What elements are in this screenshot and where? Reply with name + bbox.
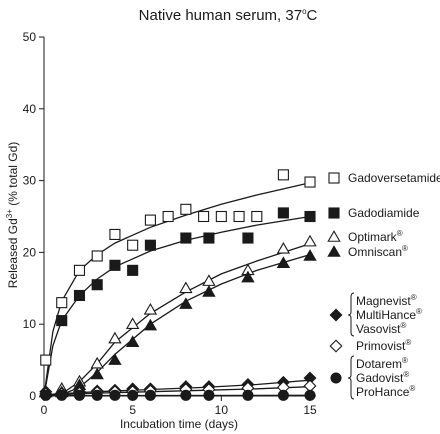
axis-ticks: 0 10 20 30 40 50 0 5 10 15 <box>23 30 317 417</box>
data-point <box>304 389 316 401</box>
x-tick-label: 5 <box>129 403 136 417</box>
data-point <box>56 389 68 401</box>
legend-marker <box>327 245 341 257</box>
legend-label: Vasovist® <box>356 321 406 336</box>
x-tick-label: 15 <box>303 403 317 417</box>
legend-label: MultiHance® <box>356 307 422 322</box>
data-point <box>233 210 245 223</box>
legend-marker <box>330 372 342 384</box>
data-point <box>144 389 156 401</box>
data-point <box>179 297 193 309</box>
data-point <box>203 389 215 401</box>
data-point <box>91 389 103 401</box>
data-point <box>73 264 86 276</box>
y-tick-label: 40 <box>23 102 37 116</box>
data-point <box>40 354 52 366</box>
x-axis-label: Incubation time (days) <box>120 417 238 431</box>
legend-label: Optimark® <box>348 229 403 244</box>
data-point <box>91 279 103 291</box>
legend: Gadoversetamide Gadodiamide Optimark®Omnis… <box>327 171 440 400</box>
data-point <box>108 331 122 344</box>
data-point <box>202 285 216 297</box>
data-point <box>90 367 104 380</box>
legend-label: Omniscan® <box>348 244 408 259</box>
data-point <box>73 389 86 401</box>
legend-brace <box>347 292 355 337</box>
legend-label: Gadoversetamide <box>348 171 440 185</box>
data-point <box>144 214 156 226</box>
data-point <box>251 210 263 223</box>
data-point <box>242 232 254 244</box>
data-point <box>56 297 68 309</box>
x-tick-label: 0 <box>41 403 48 417</box>
data-point <box>198 210 210 223</box>
data-point <box>40 389 52 401</box>
data-point <box>202 274 216 286</box>
data-point <box>215 210 227 223</box>
data-point <box>276 256 291 268</box>
data-point <box>162 210 174 223</box>
legend-brace <box>347 355 355 400</box>
legend-label: Gadodiamide <box>348 206 420 220</box>
data-point <box>304 176 316 188</box>
data-point <box>180 232 192 244</box>
data-point <box>241 270 255 283</box>
data-point <box>180 389 192 401</box>
data-point <box>277 207 289 219</box>
data-point <box>125 317 140 330</box>
data-point <box>73 289 86 302</box>
y-tick-label: 20 <box>23 245 37 259</box>
legend-marker <box>328 172 340 184</box>
data-point <box>180 203 192 215</box>
data-point <box>179 281 193 294</box>
data-point <box>109 259 121 271</box>
data-point <box>277 389 289 401</box>
data-point <box>242 389 254 401</box>
legend-label: Gadovist® <box>356 370 409 385</box>
data-point <box>143 302 158 315</box>
data-point <box>304 210 316 223</box>
data-point <box>109 389 121 401</box>
y-tick-label: 30 <box>23 174 37 188</box>
data-point <box>203 232 215 244</box>
chart-title: Native human serum, 37oC <box>139 7 318 24</box>
legend-marker <box>329 339 343 353</box>
data-point <box>56 315 68 327</box>
fit-curves <box>43 182 311 397</box>
y-tick-label: 50 <box>23 30 37 44</box>
data-point <box>127 239 139 251</box>
y-axis-label: Released Gd3+ (% total Gd) <box>5 142 20 289</box>
data-point <box>125 335 140 347</box>
data-point <box>144 239 156 251</box>
data-point <box>109 228 121 240</box>
legend-marker <box>327 230 341 242</box>
y-tick-label: 10 <box>23 317 37 331</box>
data-point <box>276 241 291 254</box>
legend-marker <box>328 207 340 219</box>
legend-marker <box>329 308 343 322</box>
data-point <box>127 389 139 401</box>
data-point <box>127 264 139 276</box>
legend-label: Magnevist® <box>356 293 417 308</box>
data-points <box>39 169 317 401</box>
x-tick-label: 10 <box>215 403 229 417</box>
data-point <box>277 169 289 181</box>
legend-label: Primovist® <box>356 338 411 353</box>
y-tick-label: 0 <box>29 389 36 403</box>
data-point <box>303 249 317 261</box>
fit-curve-0 <box>43 182 311 397</box>
fit-curve-4 <box>43 379 311 396</box>
data-point <box>91 250 103 262</box>
fit-curve-5 <box>43 386 311 396</box>
data-point <box>108 353 122 365</box>
legend-label: ProHance® <box>356 384 415 399</box>
data-point <box>143 318 158 331</box>
data-point <box>303 234 317 247</box>
legend-label: Dotarem® <box>356 356 408 371</box>
